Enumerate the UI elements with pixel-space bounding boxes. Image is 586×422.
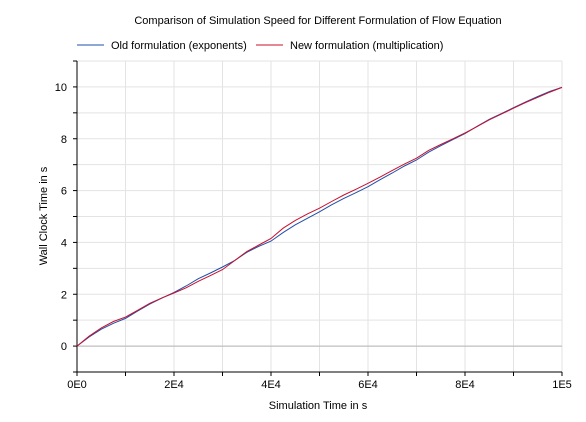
- y-tick-label: 4: [61, 237, 67, 249]
- y-tick-label: 6: [61, 186, 67, 198]
- y-tick-label: 2: [61, 289, 67, 301]
- series: [76, 86, 563, 347]
- legend: Old formulation (exponents) New formulat…: [77, 40, 443, 52]
- x-tick-label: 1E5: [552, 379, 572, 391]
- x-tick-label: 0E0: [67, 379, 87, 391]
- grid: [76, 60, 563, 373]
- y-tick-label: 8: [61, 134, 67, 146]
- tick-labels: 0 2 4 6 8 10 0E0 2E4 4E4 6E4 8E4 1E5: [55, 82, 572, 391]
- x-tick-label: 2E4: [164, 379, 184, 391]
- x-tick-label: 4E4: [261, 379, 281, 391]
- x-axis-label: Simulation Time in s: [269, 400, 368, 412]
- y-tick-label: 0: [61, 341, 67, 353]
- chart-title: Comparison of Simulation Speed for Diffe…: [134, 15, 501, 27]
- legend-label-old: Old formulation (exponents): [111, 40, 247, 52]
- y-axis-label: Wall Clock Time in s: [38, 166, 50, 265]
- legend-label-new: New formulation (multiplication): [290, 40, 443, 52]
- series-line-new-formulation: [76, 86, 563, 347]
- axes: [73, 60, 563, 376]
- y-tick-label: 10: [55, 82, 67, 94]
- x-tick-label: 6E4: [358, 379, 378, 391]
- x-tick-label: 8E4: [455, 379, 475, 391]
